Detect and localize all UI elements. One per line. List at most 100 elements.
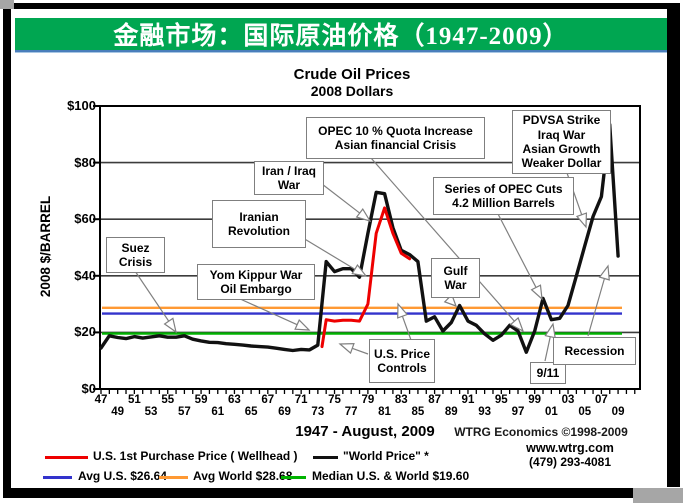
x-tick-label: 91	[461, 394, 475, 406]
annotation-iranian-revolution: Iranian Revolution	[212, 200, 306, 248]
chart-title: Crude Oil Prices 2008 Dollars	[92, 66, 612, 99]
x-tick-label: 77	[344, 406, 358, 418]
legend-median-swatch	[281, 476, 306, 479]
annotation-leader	[321, 183, 361, 214]
x-tick-label: 09	[611, 406, 625, 418]
x-tick-label: 61	[211, 406, 225, 418]
annotation-leader	[370, 157, 515, 322]
annotation-arrowhead	[351, 263, 368, 277]
legend-world-line-swatch	[313, 456, 338, 459]
phone-number: (479) 293-4081	[528, 455, 612, 469]
x-tick-label: 69	[278, 406, 291, 418]
annotation-nine-eleven: 9/11	[530, 362, 566, 384]
annotation-arrowhead	[598, 264, 610, 281]
y-tick-label: $80	[74, 154, 96, 170]
y-tick-label: $40	[74, 267, 96, 283]
annotation-arrowhead	[355, 208, 372, 223]
annotation-gulf-war: Gulf War	[431, 258, 480, 298]
annotation-arrowhead	[294, 319, 311, 331]
x-tick-label: 05	[578, 406, 592, 418]
annotation-arrowhead	[509, 316, 525, 333]
y-tick-label: $20	[74, 324, 96, 340]
chart-title-line2: 2008 Dollars	[310, 83, 394, 99]
x-tick-label: 83	[394, 394, 408, 406]
x-tick-label: 89	[444, 406, 458, 418]
x-tick-label: 07	[594, 394, 608, 406]
plot-frame	[99, 105, 641, 390]
annotation-leader	[401, 316, 412, 341]
annotation-arrowhead	[530, 284, 543, 301]
x-tick-label: 97	[511, 406, 525, 418]
x-tick-label: 47	[94, 394, 108, 406]
website-link[interactable]: www.wtrg.com	[526, 441, 614, 455]
slide-title: 金融市场：国际原油价格（1947-2009）	[113, 23, 569, 50]
banner-underline	[15, 50, 667, 53]
x-tick-label: 73	[311, 406, 325, 418]
chart-title-line1: Crude Oil Prices	[293, 66, 411, 83]
x-tick-label: 81	[378, 406, 391, 418]
annotation-arrowhead	[397, 302, 409, 319]
annotation-leader	[587, 278, 606, 337]
annotation-arrowhead	[544, 322, 556, 339]
annotation-leader	[544, 336, 551, 362]
legend-median-label: Median U.S. & World $19.60	[312, 469, 470, 483]
annotation-arrowhead	[163, 317, 177, 334]
x-tick-label: 51	[127, 394, 141, 406]
frame-left	[3, 9, 11, 488]
x-tick-label: 85	[411, 406, 425, 418]
corner-shadow-top-left	[0, 0, 14, 9]
legend-avg-us-swatch	[43, 476, 72, 479]
x-tick-label: 57	[177, 406, 191, 418]
x-tick-label: 65	[244, 406, 258, 418]
x-tick-label: 79	[361, 394, 375, 406]
annotation-iran-iraq-war: Iran / Iraq War	[254, 161, 324, 195]
legend-avg-us-label: Avg U.S. $26.64	[78, 469, 167, 483]
legend-avg-world-swatch	[159, 476, 188, 479]
annotation-arrowhead	[443, 293, 458, 308]
annotation-arrowhead	[575, 212, 588, 229]
annotation-arrowhead	[338, 343, 355, 355]
corner-shadow-bottom-right	[633, 488, 683, 503]
annotation-yom-kippur: Yom Kippur War Oil Embargo	[197, 264, 315, 300]
x-tick-label: 55	[161, 394, 175, 406]
legend-world-label: "World Price" *	[343, 449, 429, 463]
x-tick-label: 95	[494, 394, 508, 406]
annotation-leader	[302, 237, 356, 270]
credit-text: WTRG Economics ©1998-2009	[454, 425, 628, 439]
x-axis-caption: 1947 - August, 2009	[295, 423, 435, 440]
annotation-opec-cuts: Series of OPEC Cuts 4.2 Million Barrels	[433, 177, 574, 215]
annotation-leader	[237, 297, 298, 326]
x-tick-label: 01	[544, 406, 558, 418]
legend-us-line-swatch	[45, 456, 88, 459]
annotation-us-price-controls: U.S. Price Controls	[369, 339, 435, 383]
x-tick-label: 71	[294, 394, 308, 406]
x-tick-label: 75	[328, 394, 341, 406]
annotation-leader	[352, 347, 369, 355]
frame-right	[667, 3, 680, 487]
x-tick-label: 99	[528, 394, 542, 406]
x-tick-label: 63	[228, 394, 241, 406]
legend-avg-world-label: Avg World $28.68	[193, 469, 293, 483]
x-tick-label: 59	[194, 394, 208, 406]
x-tick-label: 93	[478, 406, 492, 418]
annotation-leader	[134, 270, 170, 322]
annotation-suez-crisis: Suez Crisis	[106, 237, 165, 273]
x-tick-label: 67	[261, 394, 275, 406]
frame-bottom	[3, 488, 637, 498]
annotation-leader	[496, 211, 537, 288]
x-tick-label: 03	[561, 394, 575, 406]
x-tick-label: 49	[111, 406, 125, 418]
annotation-recession: Recession	[553, 337, 636, 365]
world-price-line	[99, 122, 620, 354]
us-price-line	[320, 206, 412, 349]
y-tick-label: $0	[81, 381, 96, 396]
annotation-pdvsa-strike: PDVSA Strike Iraq War Asian Growth Weaker D…	[512, 110, 611, 174]
annotation-opec-quota-increase: OPEC 10 % Quota Increase Asian financial …	[306, 117, 485, 159]
x-tick-label: 53	[144, 406, 158, 418]
y-tick-label: $100	[67, 98, 96, 113]
y-tick-label: $60	[74, 211, 96, 227]
legend-us-label: U.S. 1st Purchase Price ( Wellhead )	[93, 449, 298, 463]
x-tick-label: 87	[428, 394, 441, 406]
